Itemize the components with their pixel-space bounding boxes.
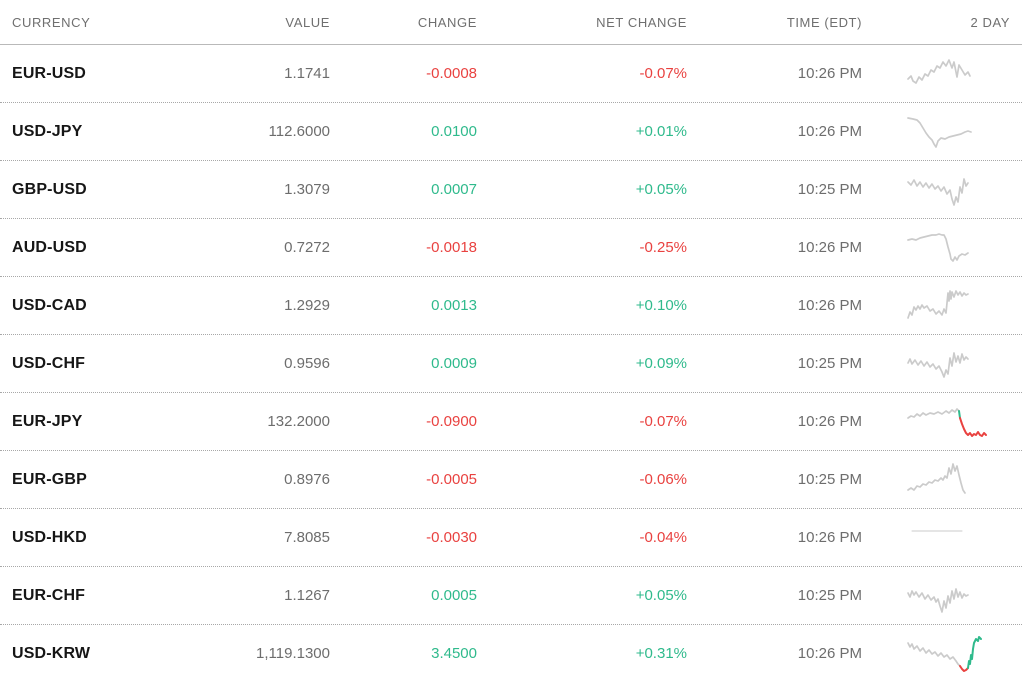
two-day-sparkline-chart	[907, 587, 969, 613]
net-change-cell: +0.01%	[635, 123, 687, 140]
currency-cell[interactable]: USD-CHF	[12, 354, 86, 372]
two-day-sparkline-chart	[907, 635, 982, 672]
table-row[interactable]: EUR-CHF 1.1267 0.0005 +0.05% 10:25 PM	[0, 567, 1022, 625]
value-cell: 1.1741	[284, 65, 330, 82]
net-change-cell: +0.09%	[635, 355, 687, 372]
two-day-sparkline-chart	[907, 177, 969, 206]
time-cell: 10:25 PM	[797, 181, 862, 198]
currency-cell[interactable]: USD-KRW	[12, 644, 91, 662]
sparkline-cell	[862, 227, 1022, 269]
table-row[interactable]: EUR-GBP 0.8976 -0.0005 -0.06% 10:25 PM	[0, 451, 1022, 509]
value-cell: 112.6000	[268, 123, 330, 140]
time-cell: 10:26 PM	[797, 297, 862, 314]
table-row[interactable]: USD-JPY 112.6000 0.0100 +0.01% 10:26 PM	[0, 103, 1022, 161]
sparkline-cell	[862, 575, 1022, 617]
column-header-time: TIME (EDT)	[786, 14, 862, 30]
column-header-currency: CURRENCY	[12, 14, 91, 30]
column-header-change: CHANGE	[417, 14, 477, 30]
currency-cell[interactable]: EUR-CHF	[12, 586, 86, 604]
change-cell: 3.4500	[431, 645, 477, 662]
time-cell: 10:26 PM	[797, 65, 862, 82]
value-cell: 1.3079	[284, 181, 330, 198]
currency-cell[interactable]: USD-CAD	[12, 296, 87, 314]
time-cell: 10:26 PM	[797, 529, 862, 546]
time-cell: 10:25 PM	[797, 587, 862, 604]
table-row[interactable]: USD-CAD 1.2929 0.0013 +0.10% 10:26 PM	[0, 277, 1022, 335]
column-header-net-change: NET CHANGE	[596, 14, 687, 30]
sparkline-cell	[862, 459, 1022, 501]
change-cell: 0.0005	[431, 587, 477, 604]
table-header-row: CURRENCY VALUE CHANGE NET CHANGE TIME (E…	[0, 0, 1022, 45]
change-cell: -0.0900	[426, 413, 477, 430]
table-row[interactable]: EUR-JPY 132.2000 -0.0900 -0.07% 10:26 PM	[0, 393, 1022, 451]
value-cell: 0.8976	[284, 471, 330, 488]
net-change-cell: -0.04%	[639, 529, 687, 546]
change-cell: 0.0013	[431, 297, 477, 314]
net-change-cell: -0.07%	[639, 413, 687, 430]
value-cell: 0.9596	[284, 355, 330, 372]
two-day-sparkline-chart	[907, 351, 969, 378]
currency-cell[interactable]: EUR-USD	[12, 64, 87, 82]
column-header-2day: 2 DAY	[970, 14, 1010, 30]
value-cell: 1,119.1300	[256, 645, 330, 662]
sparkline-cell	[862, 111, 1022, 153]
change-cell: 0.0100	[431, 123, 477, 140]
value-cell: 0.7272	[284, 239, 330, 256]
sparkline-cell	[862, 285, 1022, 327]
currency-cell[interactable]: GBP-USD	[12, 180, 87, 198]
time-cell: 10:26 PM	[797, 645, 862, 662]
change-cell: -0.0008	[426, 65, 477, 82]
column-header-value: VALUE	[285, 14, 330, 30]
sparkline-cell	[862, 169, 1022, 211]
currency-cell[interactable]: AUD-USD	[12, 238, 87, 256]
table-row[interactable]: GBP-USD 1.3079 0.0007 +0.05% 10:25 PM	[0, 161, 1022, 219]
currency-cell[interactable]: USD-HKD	[12, 528, 87, 546]
currency-cell[interactable]: USD-JPY	[12, 122, 83, 140]
net-change-cell: -0.07%	[639, 65, 687, 82]
two-day-sparkline-chart	[907, 462, 966, 494]
net-change-cell: +0.05%	[635, 587, 687, 604]
two-day-sparkline-chart	[907, 232, 969, 262]
change-cell: -0.0005	[426, 471, 477, 488]
table-row[interactable]: EUR-USD 1.1741 -0.0008 -0.07% 10:26 PM	[0, 45, 1022, 103]
sparkline-cell	[862, 53, 1022, 95]
sparkline-cell	[862, 633, 1022, 675]
net-change-cell: +0.31%	[635, 645, 687, 662]
time-cell: 10:26 PM	[797, 239, 862, 256]
table-row[interactable]: USD-CHF 0.9596 0.0009 +0.09% 10:25 PM	[0, 335, 1022, 393]
time-cell: 10:26 PM	[797, 123, 862, 140]
two-day-sparkline-chart	[911, 530, 963, 531]
sparkline-cell	[862, 517, 1022, 559]
table-body: EUR-USD 1.1741 -0.0008 -0.07% 10:26 PM U…	[0, 45, 1022, 682]
time-cell: 10:26 PM	[797, 413, 862, 430]
table-row[interactable]: AUD-USD 0.7272 -0.0018 -0.25% 10:26 PM	[0, 219, 1022, 277]
net-change-cell: -0.25%	[639, 239, 687, 256]
two-day-sparkline-chart	[907, 289, 969, 319]
change-cell: 0.0009	[431, 355, 477, 372]
value-cell: 132.2000	[267, 413, 330, 430]
change-cell: 0.0007	[431, 181, 477, 198]
sparkline-cell	[862, 401, 1022, 443]
currency-cell[interactable]: EUR-GBP	[12, 470, 87, 488]
change-cell: -0.0018	[426, 239, 477, 256]
net-change-cell: -0.06%	[639, 471, 687, 488]
table-row[interactable]: USD-KRW 1,119.1300 3.4500 +0.31% 10:26 P…	[0, 625, 1022, 682]
value-cell: 7.8085	[284, 529, 330, 546]
net-change-cell: +0.05%	[635, 181, 687, 198]
time-cell: 10:25 PM	[797, 355, 862, 372]
table-row[interactable]: USD-HKD 7.8085 -0.0030 -0.04% 10:26 PM	[0, 509, 1022, 567]
value-cell: 1.2929	[284, 297, 330, 314]
sparkline-cell	[862, 343, 1022, 385]
value-cell: 1.1267	[284, 587, 330, 604]
two-day-sparkline-chart	[907, 116, 972, 148]
net-change-cell: +0.10%	[635, 297, 687, 314]
time-cell: 10:25 PM	[797, 471, 862, 488]
two-day-sparkline-chart	[907, 407, 987, 437]
two-day-sparkline-chart	[907, 58, 971, 84]
currency-cell[interactable]: EUR-JPY	[12, 412, 83, 430]
change-cell: -0.0030	[426, 529, 477, 546]
